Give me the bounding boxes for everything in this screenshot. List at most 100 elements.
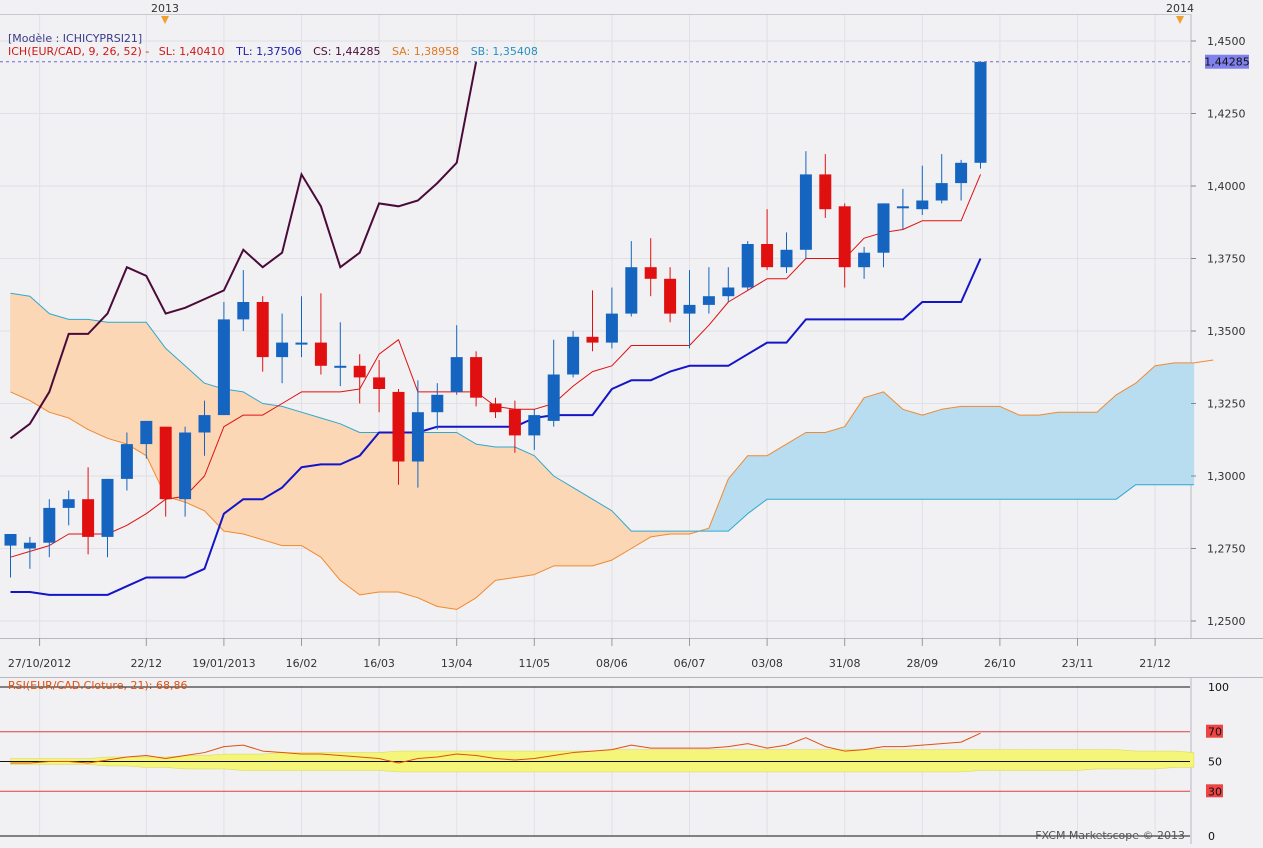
candle-body (62, 499, 75, 508)
candle-body (508, 409, 521, 436)
candle-body (625, 267, 638, 314)
candle (450, 325, 463, 395)
candle (4, 534, 17, 578)
cloud-segment (1018, 414, 1039, 500)
candle (664, 267, 677, 323)
candle-body (664, 278, 677, 314)
x-tick-label: 11/05 (518, 657, 550, 670)
x-tick-label: 06/07 (674, 657, 706, 670)
candle-body (120, 444, 133, 479)
year-marker-icon (161, 16, 169, 24)
x-tick-label: 22/12 (130, 657, 162, 670)
cloud-segment (1096, 394, 1117, 500)
cloud-segment (883, 391, 904, 500)
cloud-segment (1135, 365, 1156, 486)
candle (353, 354, 366, 404)
model-label: [Modèle : ICHICYPRSI21] (8, 32, 142, 45)
candlesticks (4, 61, 987, 578)
candle (62, 490, 75, 526)
candle (877, 203, 890, 268)
cloud-segment (980, 406, 1001, 500)
x-tick-label: 13/04 (441, 657, 473, 670)
y-tick-label: 1,2750 (1207, 543, 1246, 556)
rsi-series (10, 732, 981, 764)
ichimoku-prefix: ICH(EUR/CAD, 9, 26, 52) - (8, 45, 149, 58)
cloud-segment (1077, 411, 1098, 500)
rsi-y-axis: 100 70 50 30 0 (1206, 681, 1229, 843)
candle-body (159, 426, 172, 500)
ichimoku-cloud (10, 292, 1195, 610)
rsi-level-box (1206, 724, 1223, 738)
candle-body (101, 478, 114, 537)
candle-body (82, 499, 95, 537)
candle-body (295, 342, 308, 345)
candle-body (974, 61, 987, 163)
candle-body (411, 412, 424, 462)
candle (392, 389, 405, 485)
y-tick-label: 1,4000 (1207, 180, 1246, 193)
candle-body (605, 313, 618, 343)
candle-body (470, 357, 483, 398)
cloud-segment (10, 292, 31, 402)
candle-body (276, 342, 289, 358)
cloud-segment (339, 423, 361, 596)
cs-value: CS: 1,44285 (313, 45, 380, 58)
rsi-band-area (10, 749, 1195, 773)
candle (82, 467, 95, 555)
candle (373, 360, 386, 413)
candle (955, 159, 968, 201)
candle (508, 400, 521, 453)
senkou-span-a-line (10, 359, 1214, 610)
cloud-segment (1174, 362, 1195, 486)
cloud-segment (572, 487, 593, 567)
candle-body (916, 200, 929, 210)
cloud-segment (495, 446, 516, 581)
candle-body (4, 534, 17, 546)
tl-value: TL: 1,37506 (235, 45, 302, 58)
candle (741, 241, 754, 291)
candle (644, 238, 657, 297)
candle (120, 432, 133, 491)
y-tick-label: 1,3500 (1207, 325, 1246, 338)
candle-body (586, 336, 599, 343)
candle-body (217, 319, 230, 416)
sb-value: SB: 1,35408 (471, 45, 538, 58)
cloud-segment (436, 432, 458, 610)
candle-body (741, 244, 754, 288)
rsi-tick-label: 30 (1208, 785, 1222, 798)
candle (896, 188, 909, 230)
cloud-segment (941, 406, 962, 500)
cloud-segment (863, 391, 884, 500)
rsi-legend: RSI(EUR/CAD.Cloture, 21): 68,86 (8, 679, 187, 692)
cloud-segment (301, 411, 322, 558)
candle-body (314, 342, 327, 366)
y-tick-label: 1,3000 (1207, 470, 1246, 483)
candle (276, 313, 289, 384)
cloud-segment (456, 431, 477, 610)
candle (431, 383, 444, 430)
candle (761, 209, 774, 271)
current-price-label: 1,44285 (1204, 56, 1250, 69)
candle (702, 267, 715, 314)
year-markers: 2013 2014 (151, 2, 1194, 24)
candle (295, 296, 308, 358)
candle-body (373, 377, 386, 389)
candle-body (431, 394, 444, 413)
candle (916, 165, 929, 215)
candle (470, 351, 483, 407)
cloud-segment (960, 406, 981, 500)
candle-body (896, 206, 909, 209)
cloud-segment (87, 319, 108, 439)
rsi-tick-label: 50 (1208, 756, 1222, 769)
candle (625, 241, 638, 317)
cloud-segment (921, 408, 943, 500)
candle (586, 290, 599, 352)
x-tick-label: 23/11 (1062, 657, 1094, 670)
rsi-levels (0, 686, 1190, 837)
candle (23, 536, 36, 569)
x-tick-label: 28/09 (906, 657, 938, 670)
x-tick-label: 26/10 (984, 657, 1016, 670)
candle-body (528, 415, 541, 436)
candle-body (819, 174, 832, 210)
